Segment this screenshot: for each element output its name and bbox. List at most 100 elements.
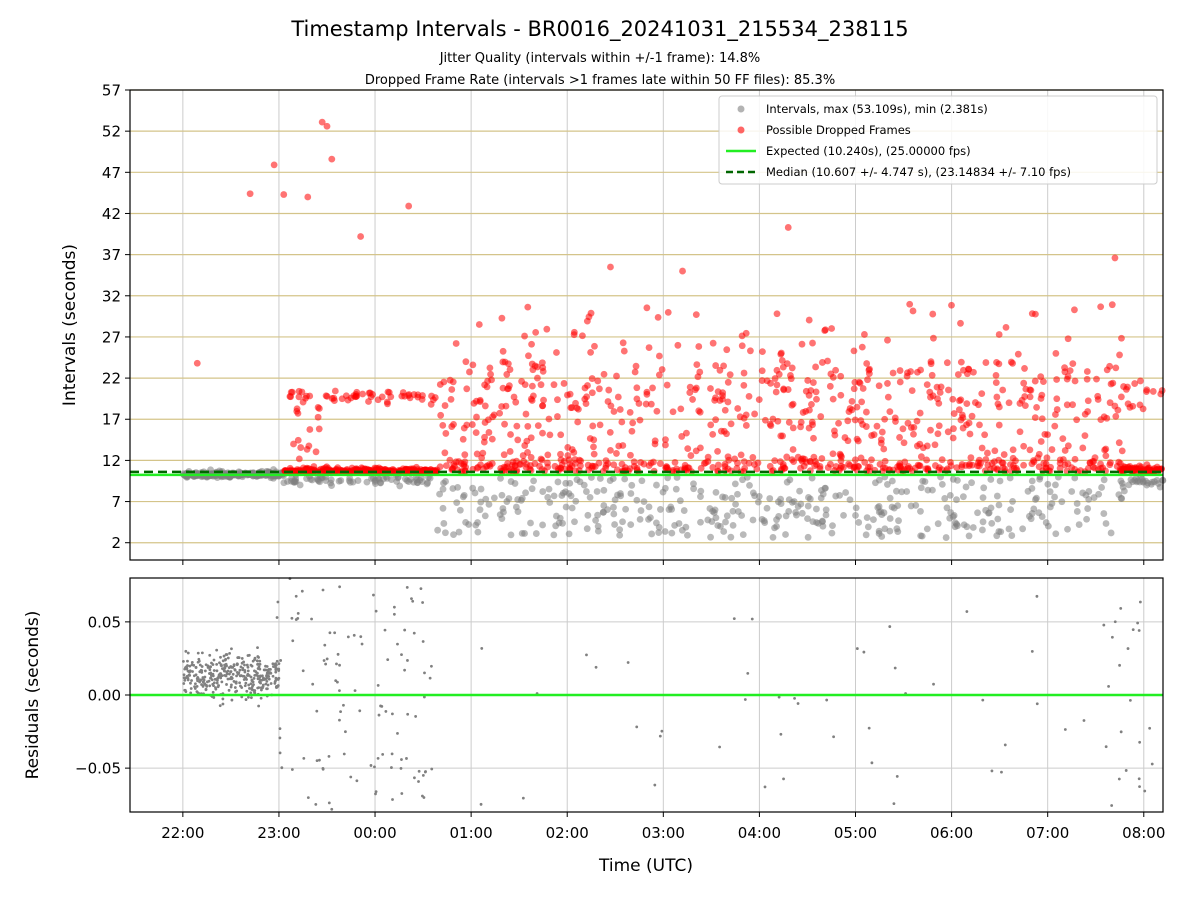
residual-point <box>228 677 232 681</box>
residual-point <box>264 682 268 686</box>
residual-point <box>224 657 228 661</box>
dropped-frame-point <box>585 466 593 474</box>
interval-point <box>996 477 1004 485</box>
dropped-frame-point <box>723 430 730 438</box>
interval-point <box>611 496 619 504</box>
dropped-frame-point <box>758 367 766 375</box>
residual-point <box>417 769 421 773</box>
dropped-frame-point <box>647 400 655 408</box>
chart-title: Timestamp Intervals - BR0016_20241031_21… <box>290 17 908 42</box>
dropped-frame-point <box>387 468 395 475</box>
residual-point <box>185 666 189 670</box>
dropped-frame-point <box>410 391 418 398</box>
dropped-frame-point <box>1124 383 1131 391</box>
interval-point <box>798 509 806 517</box>
interval-point <box>410 478 418 486</box>
dropped-frame-point <box>574 405 582 413</box>
interval-point <box>965 532 973 540</box>
residual-point <box>990 769 994 773</box>
interval-point <box>979 494 987 502</box>
interval-point <box>953 496 960 504</box>
interval-point <box>777 500 785 507</box>
interval-point <box>863 514 871 521</box>
dropped-frame-point <box>610 408 618 415</box>
residual-point <box>249 682 253 686</box>
dropped-frame-point <box>1059 435 1067 443</box>
dropped-frame-point <box>645 344 653 351</box>
residual-point <box>750 617 754 621</box>
dropped-frame-point <box>995 421 1003 429</box>
residual-point <box>372 593 375 597</box>
interval-point <box>786 476 794 484</box>
dropped-frame-point <box>1056 464 1064 472</box>
residual-point <box>209 676 212 680</box>
dropped-frame-point <box>886 408 894 416</box>
dropped-frame-point <box>783 360 791 367</box>
legend-label-dropped: Possible Dropped Frames <box>766 123 911 137</box>
dropped-frame-point <box>749 454 757 461</box>
dropped-frame-point <box>629 419 637 427</box>
residual-point <box>333 631 337 635</box>
residual-point <box>1136 621 1140 625</box>
dropped-frame-point <box>293 407 301 415</box>
residuals-y-axis-label: Residuals (seconds) <box>23 611 43 780</box>
residual-point <box>406 712 410 716</box>
residual-point <box>246 665 250 669</box>
dropped-frame-point <box>450 460 458 468</box>
dropped-frame-point <box>995 331 1003 338</box>
interval-point <box>732 500 739 508</box>
residual-point <box>221 659 225 663</box>
interval-point <box>617 492 625 500</box>
residual-point <box>188 673 192 677</box>
dropped-frame-point <box>474 463 482 471</box>
residual-point <box>219 676 223 680</box>
residual-point <box>250 678 254 682</box>
interval-point <box>507 478 515 485</box>
dropped-frame-point <box>1097 460 1104 468</box>
residual-point <box>1138 740 1142 744</box>
dropped-frame-point <box>976 421 983 429</box>
dropped-frame-point <box>437 411 445 419</box>
dropped-frame-point <box>498 403 506 410</box>
interval-point <box>599 508 607 516</box>
residual-point <box>413 776 416 780</box>
dropped-frame-point <box>567 404 575 412</box>
interval-point <box>809 518 817 526</box>
interval-point <box>497 474 504 482</box>
interval-point <box>785 496 793 504</box>
interval-point <box>659 488 667 496</box>
residual-point <box>186 659 189 663</box>
dropped-frame-point <box>1043 454 1051 462</box>
dropped-frame-point <box>761 416 769 424</box>
residual-point <box>278 751 282 755</box>
dropped-frame-point <box>458 468 466 476</box>
dropped-frame-point <box>305 442 313 450</box>
dropped-frame-point <box>837 391 845 399</box>
interval-point <box>661 528 669 535</box>
residual-point <box>215 681 219 685</box>
interval-point <box>572 497 580 505</box>
dropped-frame-point <box>738 342 746 350</box>
residual-point <box>253 658 256 662</box>
dropped-frame-point <box>881 457 889 465</box>
dropped-frame-point <box>1026 386 1034 394</box>
dropped-frame-point <box>633 384 641 392</box>
interval-point <box>555 519 563 527</box>
interval-point <box>886 515 894 522</box>
interval-point <box>840 511 847 519</box>
dropped-frame-point <box>721 406 729 414</box>
residual-point <box>369 764 373 767</box>
dropped-frame-point <box>485 429 493 436</box>
dropped-frame-point <box>1115 439 1123 447</box>
interval-point <box>728 494 736 502</box>
residual-point <box>414 715 418 718</box>
dropped-frame-point <box>287 388 295 396</box>
dropped-frame-point <box>635 400 643 407</box>
residual-point <box>216 679 219 682</box>
interval-point <box>369 474 377 482</box>
residual-point <box>219 663 223 667</box>
dropped-frame-point <box>817 413 825 420</box>
dropped-frame-point <box>851 456 859 464</box>
residual-point <box>311 682 315 686</box>
dropped-frame-point <box>737 451 745 459</box>
